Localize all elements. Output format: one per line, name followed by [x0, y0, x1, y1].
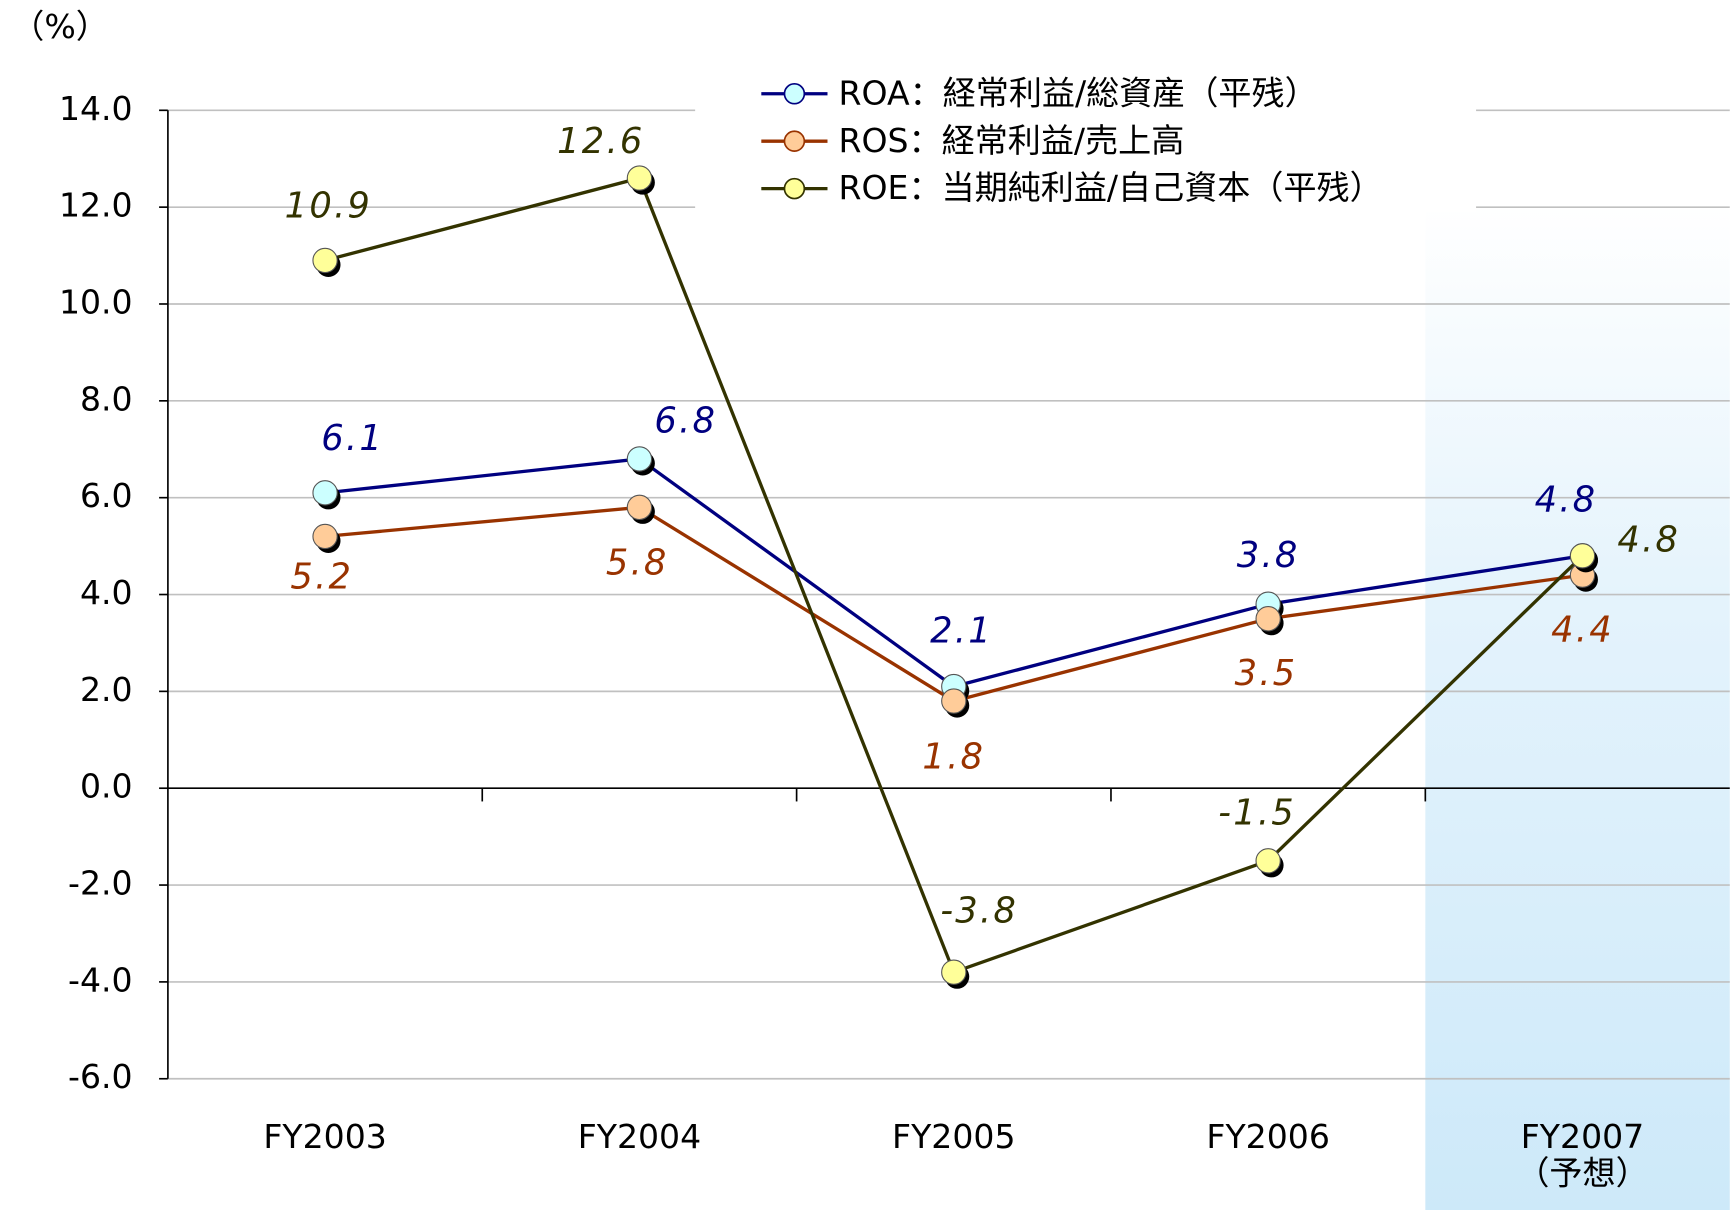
x-tick-label: FY2004 [577, 1119, 702, 1158]
x-label-box: FY2005 [892, 1119, 1016, 1158]
x-tick-label: FY2005 [892, 1119, 1016, 1158]
marker [626, 494, 653, 521]
y-tick-label: 14.0 [59, 89, 133, 128]
marker [1569, 543, 1596, 569]
y-tick-label: 2.0 [80, 670, 133, 709]
series-line [324, 176, 1584, 975]
marker [312, 247, 338, 274]
value-label: -3.8 [940, 891, 1018, 932]
marker [1255, 606, 1281, 632]
y-tick-label: -6.0 [68, 1057, 133, 1096]
legend-marker [783, 130, 806, 152]
value-label: 4.8 [1617, 519, 1680, 560]
marker [941, 688, 967, 714]
value-label: 6.1 [321, 418, 384, 459]
y-tick-label: 10.0 [59, 282, 133, 321]
series-line [324, 505, 1583, 703]
y-tick-label: -4.0 [68, 960, 133, 999]
x-tick-label: FY2003 [263, 1119, 387, 1158]
value-label: 5.8 [606, 543, 669, 584]
value-label: -1.5 [1218, 793, 1296, 834]
value-label: 2.1 [930, 610, 993, 651]
y-axis-label: （%） [11, 7, 109, 46]
value-label: 3.8 [1237, 535, 1300, 576]
legend-marker [783, 177, 806, 200]
value-label: 6.8 [654, 401, 717, 442]
series-line [324, 457, 1583, 689]
legend-label: ROE：当期純利益/自己資本（平残） [839, 168, 1383, 207]
legend-label: ROS：経常利益/売上高 [839, 121, 1185, 160]
y-tick-label: 6.0 [80, 476, 133, 515]
value-label: 4.4 [1551, 609, 1614, 650]
y-tick-label: -2.0 [68, 864, 133, 903]
value-label: 3.5 [1235, 653, 1298, 694]
marker [941, 959, 967, 985]
marker [626, 165, 653, 191]
value-label: 10.9 [285, 185, 372, 226]
y-tick-label: 8.0 [80, 379, 133, 418]
marker [1255, 848, 1281, 874]
forecast-band [1425, 204, 1730, 1210]
value-label: 4.8 [1535, 480, 1598, 521]
x-label-box: FY2003 [263, 1119, 387, 1158]
marker [626, 446, 653, 472]
value-label: 5.2 [290, 556, 353, 597]
x-tick-label: FY2007 （予想） [1516, 1119, 1649, 1194]
x-label-box: FY2004 [577, 1119, 702, 1158]
x-label-box: FY2007 （予想） [1516, 1119, 1649, 1194]
y-tick-label: 0.0 [80, 767, 133, 806]
y-tick-label: 12.0 [59, 186, 133, 225]
marker [312, 523, 338, 550]
marker [312, 480, 338, 506]
legend-marker [783, 83, 806, 105]
x-tick-label: FY2006 [1206, 1119, 1330, 1158]
legend-label: ROA：経常利益/総資産（平残） [839, 73, 1318, 112]
value-label: 1.8 [922, 736, 985, 777]
value-label: 12.6 [557, 121, 644, 162]
y-tick-label: 4.0 [80, 573, 133, 612]
x-label-box: FY2006 [1206, 1119, 1330, 1158]
